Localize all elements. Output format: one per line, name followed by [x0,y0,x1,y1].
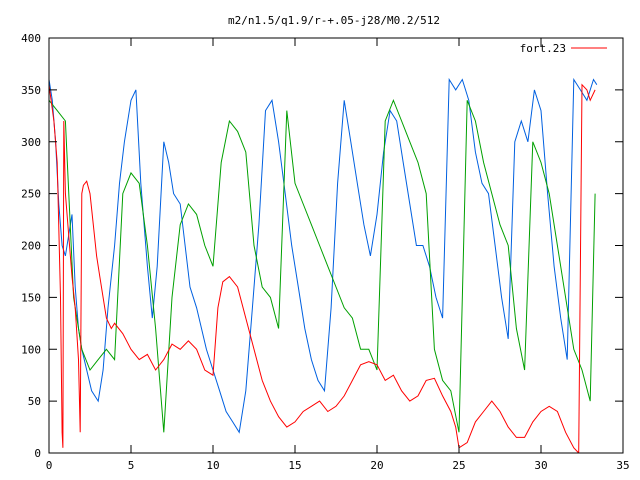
series-layer [49,77,598,453]
x-tick-label: 10 [206,459,219,472]
y-tick-label: 350 [21,84,41,97]
series-line-fort-23 [49,83,596,453]
y-tick-label: 50 [28,395,41,408]
series-line-unlabeled-2 [49,98,596,433]
y-tick-label: 200 [21,240,41,253]
x-tick-label: 5 [128,459,135,472]
legend-label-fort-23: fort.23 [520,42,566,55]
x-axis: 0 5 10 15 20 25 30 35 [46,38,630,472]
y-axis: 0 50 100 150 200 250 300 350 400 [21,32,623,460]
x-tick-label: 0 [46,459,53,472]
series-line-unlabeled-1 [49,77,598,434]
plot-area [49,77,598,453]
x-tick-label: 20 [370,459,383,472]
legend: fort.23 [520,42,607,55]
y-tick-label: 400 [21,32,41,45]
y-tick-label: 100 [21,343,41,356]
plot-frame [48,37,624,454]
y-tick-label: 300 [21,136,41,149]
chart-title: m2/n1.5/q1.9/r-+.05-j28/M0.2/512 [228,14,440,27]
x-tick-label: 30 [534,459,547,472]
y-tick-label: 0 [34,447,41,460]
x-tick-label: 15 [288,459,301,472]
y-tick-label: 250 [21,188,41,201]
y-tick-label: 150 [21,291,41,304]
x-tick-label: 35 [616,459,629,472]
x-tick-label: 25 [452,459,465,472]
